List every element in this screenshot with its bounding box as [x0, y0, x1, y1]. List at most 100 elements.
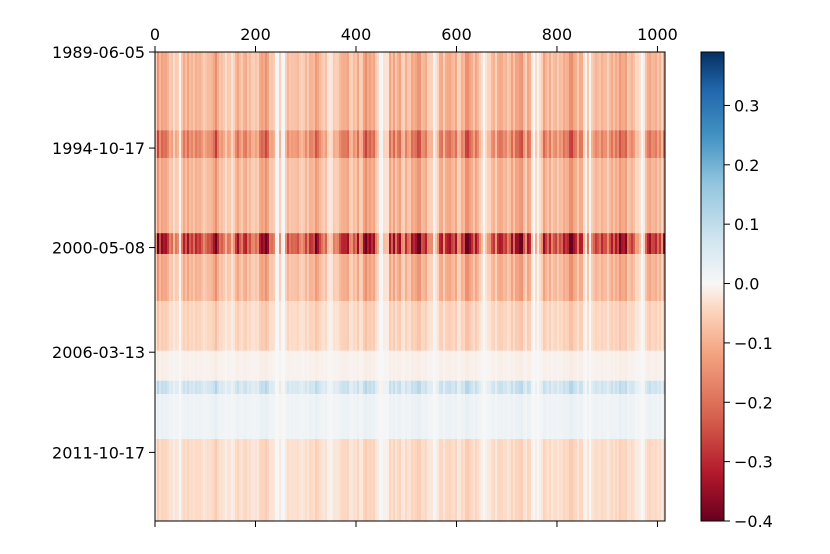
heatmap-cell	[311, 130, 314, 159]
heatmap-cell	[377, 130, 380, 159]
heatmap-cell	[497, 439, 500, 521]
heatmap-cell	[377, 380, 380, 395]
heatmap-cell	[477, 233, 480, 255]
heatmap-cell	[301, 233, 304, 255]
heatmap-cell	[585, 130, 588, 159]
heatmap-cell	[499, 301, 502, 351]
heatmap-cell	[303, 254, 306, 302]
heatmap-cell	[577, 52, 580, 131]
heatmap-cell	[633, 233, 636, 255]
heatmap-cell	[557, 130, 560, 159]
heatmap-cell	[367, 233, 370, 255]
heatmap-cell	[599, 130, 602, 159]
heatmap-cell	[401, 350, 404, 381]
heatmap-cell	[425, 439, 428, 521]
heatmap-cell	[515, 254, 518, 302]
heatmap-cell	[405, 233, 408, 255]
heatmap-cell	[157, 52, 160, 131]
heatmap-cell	[527, 254, 530, 302]
heatmap-cell	[517, 380, 520, 395]
heatmap-cell	[341, 394, 344, 439]
heatmap-cell	[249, 52, 252, 131]
heatmap-cell	[257, 52, 260, 131]
heatmap-cell	[517, 233, 520, 255]
heatmap-cell	[277, 301, 280, 351]
heatmap-cell	[533, 380, 536, 395]
heatmap-cell	[291, 130, 294, 159]
heatmap-cell	[237, 350, 240, 381]
heatmap-cell	[163, 380, 166, 395]
heatmap-cell	[477, 380, 480, 395]
heatmap-cell	[505, 439, 508, 521]
heatmap-cell	[349, 52, 352, 131]
heatmap-cell	[379, 439, 382, 521]
heatmap-cell	[485, 158, 488, 234]
heatmap-cell	[627, 233, 630, 255]
heatmap-cell	[249, 233, 252, 255]
heatmap-cell	[389, 301, 392, 351]
heatmap-cell	[463, 158, 466, 234]
heatmap-cell	[295, 350, 298, 381]
heatmap-cell	[403, 130, 406, 159]
heatmap-cell	[381, 301, 384, 351]
heatmap-cell	[159, 254, 162, 302]
heatmap-cell	[639, 130, 642, 159]
heatmap-cell	[209, 254, 212, 302]
heatmap-cell	[295, 130, 298, 159]
heatmap-cell	[507, 301, 510, 351]
heatmap-cell	[541, 394, 544, 439]
heatmap-cell	[501, 439, 504, 521]
heatmap-cell	[567, 158, 570, 234]
heatmap-cell	[653, 158, 656, 234]
heatmap-cell	[223, 158, 226, 234]
heatmap-cell	[643, 158, 646, 234]
heatmap-cell	[189, 380, 192, 395]
heatmap-cell	[365, 439, 368, 521]
heatmap-cell	[545, 380, 548, 395]
heatmap-cell	[473, 233, 476, 255]
heatmap-cell	[489, 254, 492, 302]
heatmap-cell	[629, 380, 632, 395]
heatmap-cell	[183, 254, 186, 302]
heatmap-cell	[545, 301, 548, 351]
heatmap-cell	[277, 233, 280, 255]
heatmap-cell	[611, 394, 614, 439]
heatmap-cell	[207, 394, 210, 439]
heatmap-cell	[533, 394, 536, 439]
heatmap-cell	[337, 158, 340, 234]
heatmap-cell	[549, 158, 552, 234]
heatmap-cell	[171, 439, 174, 521]
heatmap-cell	[617, 130, 620, 159]
heatmap-cell	[175, 52, 178, 131]
heatmap-cell	[177, 233, 180, 255]
heatmap-cell	[381, 350, 384, 381]
heatmap-cell	[293, 301, 296, 351]
heatmap-cell	[155, 301, 158, 351]
colorbar-axis: 0.30.20.10.0−0.1−0.2−0.3−0.4	[724, 96, 773, 531]
heatmap-cell	[225, 439, 228, 521]
heatmap-cell	[261, 158, 264, 234]
heatmap-cell	[539, 301, 542, 351]
heatmap-cell	[231, 130, 234, 159]
heatmap-cell	[431, 439, 434, 521]
heatmap-cell	[649, 233, 652, 255]
heatmap-cell	[543, 130, 546, 159]
heatmap-cell	[657, 233, 660, 255]
heatmap-cell	[249, 439, 252, 521]
heatmap-cell	[417, 439, 420, 521]
colorbar	[700, 51, 725, 522]
heatmap-cell	[555, 130, 558, 159]
heatmap-cell	[299, 301, 302, 351]
heatmap-cell	[637, 254, 640, 302]
heatmap-cell	[603, 158, 606, 234]
heatmap-cell	[467, 380, 470, 395]
heatmap-cell	[265, 301, 268, 351]
heatmap-cell	[613, 439, 616, 521]
heatmap-cell	[651, 380, 654, 395]
heatmap-cell	[593, 394, 596, 439]
heatmap-cell	[433, 439, 436, 521]
heatmap-cell	[505, 301, 508, 351]
heatmap-cell	[583, 394, 586, 439]
heatmap-cell	[593, 158, 596, 234]
heatmap-cell	[447, 158, 450, 234]
